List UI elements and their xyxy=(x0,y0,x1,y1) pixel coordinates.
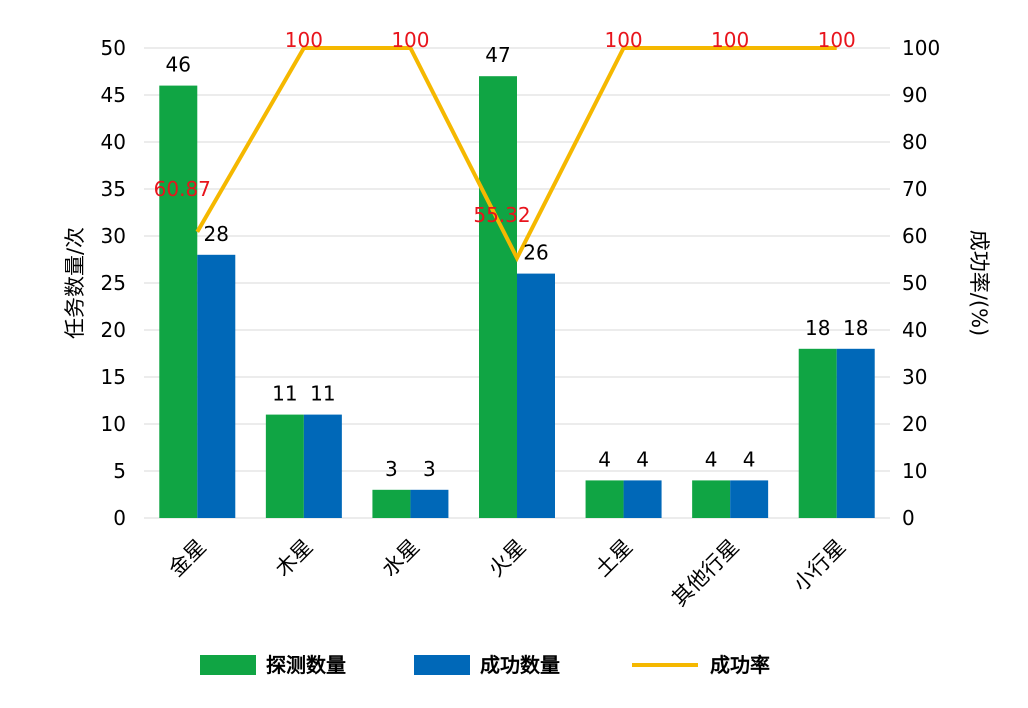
bar-probe xyxy=(159,85,198,518)
bar-probe xyxy=(372,489,411,518)
bar-success xyxy=(303,414,342,518)
y-tick-label: 30 xyxy=(101,224,126,248)
rate-data-label: 55.32 xyxy=(473,203,530,227)
rate-line-path xyxy=(195,46,837,263)
x-category-label: 小行星 xyxy=(789,535,851,597)
y2-tick-label: 0 xyxy=(902,506,915,530)
bar-data-label: 11 xyxy=(310,382,335,406)
x-category-label: 其他行星 xyxy=(667,535,743,611)
y-tick-label: 20 xyxy=(101,318,126,342)
bar-data-label: 3 xyxy=(385,457,398,481)
bar-data-label: 46 xyxy=(166,53,191,77)
y-tick-label: 40 xyxy=(101,130,126,154)
bar-success xyxy=(730,480,769,518)
legend-swatch xyxy=(414,655,470,675)
x-axis: 金星 木星 水星 火星 土星 其他行星 小行星 xyxy=(164,535,850,611)
rate-line xyxy=(195,46,837,263)
bar-success xyxy=(197,254,236,519)
legend-swatch xyxy=(200,655,256,675)
x-category-label: 土星 xyxy=(590,535,637,582)
bar-probe xyxy=(798,348,837,518)
y-tick-label: 5 xyxy=(113,459,126,483)
rate-data-label: 100 xyxy=(818,28,856,52)
bar-success xyxy=(517,273,555,518)
y-tick-label: 45 xyxy=(101,83,126,107)
legend-label: 探测数量 xyxy=(266,653,346,677)
bar-probe xyxy=(692,480,731,518)
bar-success xyxy=(623,480,662,518)
y-tick-label: 25 xyxy=(101,271,126,295)
y2-tick-label: 10 xyxy=(902,459,927,483)
x-category-label: 水星 xyxy=(377,535,424,582)
y-axis-title: 任务数量/次 xyxy=(63,227,87,339)
y2-tick-label: 60 xyxy=(902,224,927,248)
y2-tick-label: 90 xyxy=(902,83,927,107)
y2-tick-label: 20 xyxy=(902,412,927,436)
y-tick-label: 10 xyxy=(101,412,126,436)
legend: 探测数量 成功数量 成功率 xyxy=(200,653,770,677)
legend-label: 成功数量 xyxy=(480,653,560,677)
bar-success xyxy=(410,489,449,518)
bars xyxy=(159,76,875,519)
rate-data-label: 100 xyxy=(604,28,642,52)
rate-data-label: 100 xyxy=(391,28,429,52)
bar-probe xyxy=(265,414,304,518)
y-axis-left: 0 5 10 15 20 25 30 35 40 45 50 xyxy=(101,36,126,530)
x-category-label: 火星 xyxy=(484,535,531,582)
bar-data-label: 4 xyxy=(705,447,718,471)
bar-data-label: 11 xyxy=(272,382,297,406)
bar-data-label: 28 xyxy=(204,222,229,246)
y2-tick-label: 50 xyxy=(902,271,927,295)
y2-tick-label: 30 xyxy=(902,365,927,389)
bar-data-label: 47 xyxy=(485,43,510,67)
bar-data-label: 3 xyxy=(423,457,436,481)
y-tick-label: 35 xyxy=(101,177,126,201)
x-category-label: 木星 xyxy=(271,535,318,582)
rate-data-label: 100 xyxy=(711,28,749,52)
legend-label: 成功率 xyxy=(710,653,770,677)
x-category-label: 金星 xyxy=(164,535,211,582)
y2-tick-label: 100 xyxy=(902,36,940,60)
y-tick-label: 15 xyxy=(101,365,126,389)
bar-success xyxy=(836,348,875,518)
bar-data-label: 4 xyxy=(636,447,649,471)
bar-data-label: 26 xyxy=(523,241,548,265)
data-labels: 46 11 3 47 4 4 18 28 11 3 26 4 4 18 60.87 100 100 55.32 10… xyxy=(154,28,869,481)
y2-axis-title: 成功率/(%) xyxy=(967,230,991,336)
rate-data-label: 60.87 xyxy=(154,177,211,201)
rate-data-label: 100 xyxy=(285,28,323,52)
bar-data-label: 4 xyxy=(743,447,756,471)
y2-tick-label: 80 xyxy=(902,130,927,154)
y2-tick-label: 70 xyxy=(902,177,927,201)
bar-data-label: 18 xyxy=(805,316,830,340)
y-tick-label: 0 xyxy=(113,506,126,530)
bar-data-label: 18 xyxy=(843,316,868,340)
bar-data-label: 4 xyxy=(598,447,611,471)
bar-probe xyxy=(585,480,624,518)
y2-tick-label: 40 xyxy=(902,318,927,342)
bar-probe xyxy=(479,76,517,518)
y-axis-right: 0 10 20 30 40 50 60 70 80 90 100 xyxy=(902,36,940,530)
y-tick-label: 50 xyxy=(101,36,126,60)
